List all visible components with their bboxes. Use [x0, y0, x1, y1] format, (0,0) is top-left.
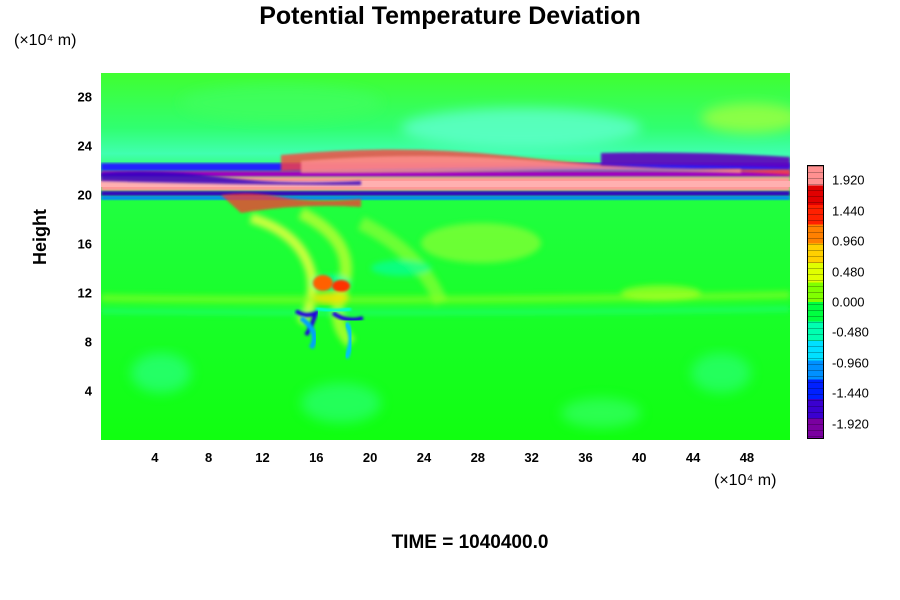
colorbar-tick-label: 1.920 — [832, 172, 865, 188]
x-tick-label: 36 — [578, 450, 593, 465]
x-tick-label: 40 — [632, 450, 647, 465]
chart-title: Potential Temperature Deviation — [259, 2, 641, 30]
x-tick-label: 8 — [205, 450, 213, 465]
x-tick-label: 48 — [739, 450, 755, 465]
colorbar-tick-label: 0.960 — [832, 233, 865, 249]
x-tick-label: 24 — [416, 450, 432, 465]
x-axis-unit: (×10⁴ m) — [714, 472, 777, 489]
colorbar-tick-label: -0.480 — [832, 324, 869, 340]
x-tick-label: 20 — [362, 450, 378, 465]
y-tick-label: 24 — [77, 138, 92, 154]
colorbar-tick-label: 0.000 — [832, 294, 865, 310]
x-tick-label: 28 — [470, 450, 486, 465]
x-tick-label: 12 — [255, 450, 270, 465]
y-tick-label: 16 — [77, 236, 92, 252]
y-tick-label: 28 — [77, 89, 92, 105]
colorbar-tick-label: 1.440 — [832, 203, 865, 219]
mid-level-structures — [101, 207, 790, 348]
colorbar — [807, 165, 824, 439]
y-tick-label: 4 — [84, 383, 92, 399]
tropopause-band — [101, 149, 790, 213]
y-tick-label: 20 — [77, 187, 92, 203]
colorbar-tick-label: -1.440 — [832, 385, 869, 401]
y-tick-label: 8 — [84, 334, 92, 350]
convective-plume — [294, 275, 364, 360]
upper-cyan-region — [181, 85, 790, 148]
time-label: TIME = 1040400.0 — [391, 532, 549, 553]
x-tick-label: 16 — [309, 450, 324, 465]
x-tick-label: 44 — [685, 450, 701, 465]
x-tick-label: 32 — [524, 450, 539, 465]
heatmap-plot-area — [101, 73, 790, 440]
lower-cyan-blobs — [131, 353, 751, 428]
y-tick-label: 12 — [77, 285, 92, 301]
colorbar-tick-label: -0.960 — [832, 355, 869, 371]
colorbar-tick-label: -1.920 — [832, 416, 869, 432]
y-axis-label: Height — [30, 209, 50, 265]
colorbar-contour-lines — [808, 166, 823, 438]
x-tick-label: 4 — [151, 450, 159, 465]
colorbar-tick-label: 0.480 — [832, 264, 865, 280]
y-axis-unit: (×10⁴ m) — [14, 32, 77, 49]
